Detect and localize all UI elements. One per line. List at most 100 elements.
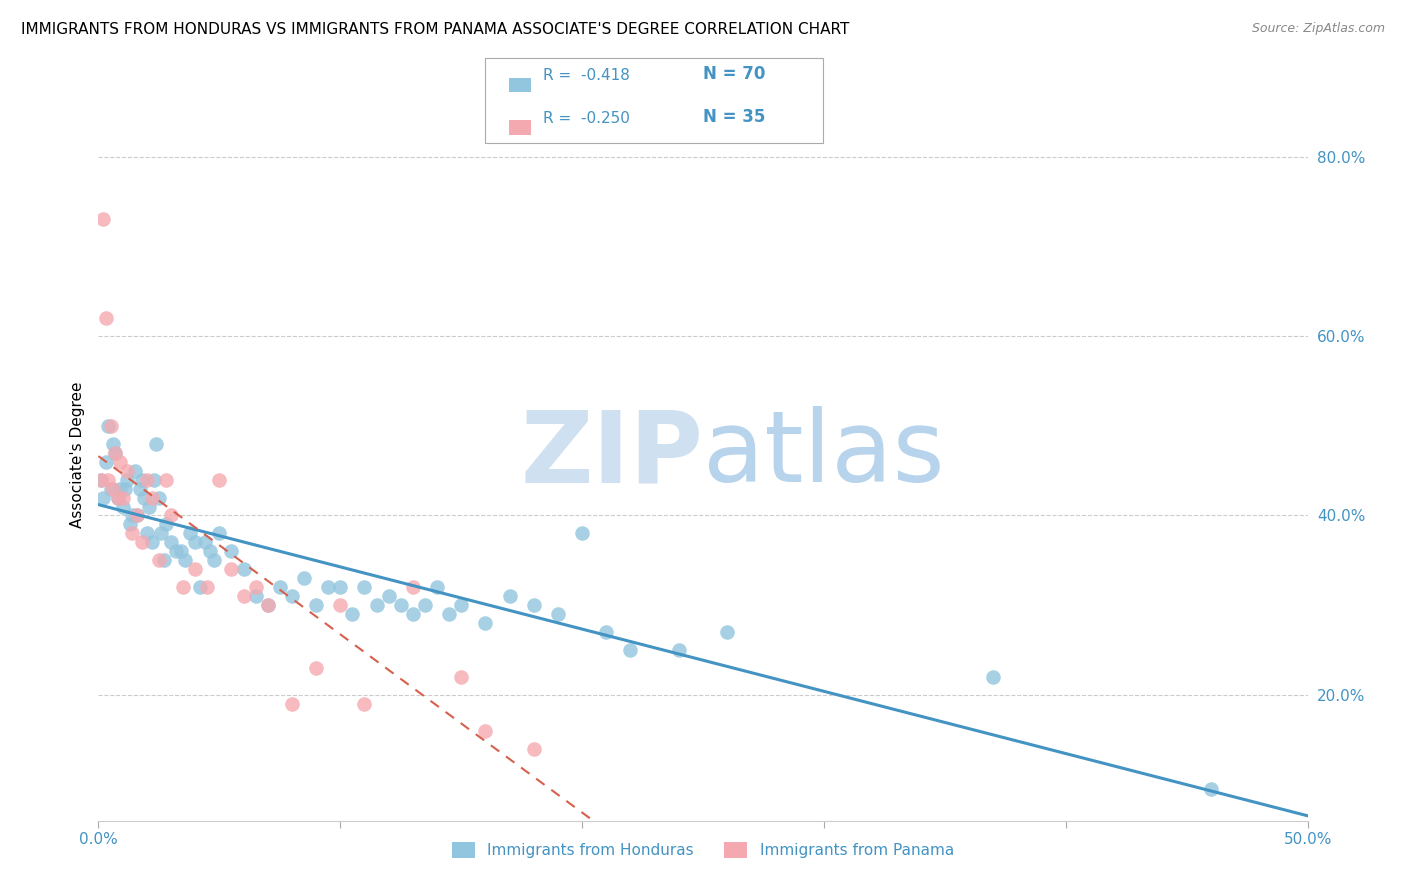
Point (353, 697, 375, 711)
Point (232, 589, 254, 603)
Point (668, 643, 690, 657)
Point (523, 599, 546, 613)
Text: N = 35: N = 35 (703, 108, 765, 126)
Point (208, 526, 231, 541)
Point (108, 455, 131, 469)
Point (281, 697, 304, 711)
Point (981, 670, 1004, 684)
Point (94, 311, 117, 326)
Point (91, 212, 114, 227)
Point (402, 580, 425, 594)
Point (413, 599, 436, 613)
Point (141, 535, 163, 549)
Point (198, 544, 221, 558)
Point (160, 535, 183, 549)
Point (117, 473, 139, 487)
Text: atlas: atlas (703, 407, 945, 503)
Point (148, 553, 170, 567)
Point (100, 482, 122, 496)
Point (329, 599, 352, 613)
Point (148, 491, 170, 505)
Point (179, 526, 201, 541)
Point (245, 589, 267, 603)
Text: IMMIGRANTS FROM HONDURAS VS IMMIGRANTS FROM PANAMA ASSOCIATE'S DEGREE CORRELATIO: IMMIGRANTS FROM HONDURAS VS IMMIGRANTS F… (21, 22, 849, 37)
Point (143, 473, 166, 487)
Point (292, 571, 315, 585)
Point (184, 535, 207, 549)
Point (111, 491, 134, 505)
Point (155, 473, 177, 487)
Point (184, 562, 207, 576)
Point (316, 580, 339, 594)
Point (269, 580, 291, 594)
Text: Source: ZipAtlas.com: Source: ZipAtlas.com (1251, 22, 1385, 36)
Y-axis label: Associate's Degree: Associate's Degree (69, 382, 84, 528)
Point (169, 544, 191, 558)
Text: N = 70: N = 70 (703, 65, 765, 83)
Text: ZIP: ZIP (520, 407, 703, 503)
Point (131, 535, 153, 549)
Point (160, 508, 183, 523)
Text: R =  -0.418: R = -0.418 (543, 69, 630, 83)
Point (107, 491, 129, 505)
Point (342, 607, 364, 622)
Point (138, 500, 160, 514)
Point (165, 544, 187, 558)
Point (145, 436, 167, 450)
Point (450, 599, 472, 613)
Point (523, 742, 546, 756)
Point (619, 643, 641, 657)
Point (172, 580, 194, 594)
Point (97, 473, 120, 487)
Point (188, 580, 211, 594)
Point (111, 500, 134, 514)
Point (104, 445, 127, 459)
Point (595, 625, 617, 640)
Point (150, 526, 173, 541)
Point (1199, 782, 1222, 797)
Point (437, 607, 460, 622)
Point (135, 526, 157, 541)
Point (108, 482, 131, 496)
Point (91, 491, 114, 505)
Point (716, 625, 738, 640)
Point (353, 580, 375, 594)
Point (195, 580, 218, 594)
Point (127, 508, 149, 523)
Point (547, 607, 569, 622)
Point (450, 670, 472, 684)
Point (128, 482, 150, 496)
Point (256, 599, 278, 613)
Point (155, 517, 177, 532)
Point (402, 607, 425, 622)
Point (114, 482, 136, 496)
Point (121, 526, 143, 541)
Point (134, 491, 156, 505)
Point (208, 473, 231, 487)
Point (135, 473, 157, 487)
Point (141, 491, 163, 505)
Point (101, 482, 124, 496)
Point (305, 661, 328, 675)
Point (256, 599, 278, 613)
Point (305, 599, 328, 613)
Point (389, 599, 412, 613)
Point (107, 491, 129, 505)
Point (474, 616, 496, 631)
Point (90, 473, 112, 487)
Point (124, 464, 146, 478)
Point (101, 436, 124, 450)
Point (377, 589, 399, 603)
Point (121, 508, 143, 523)
Point (131, 473, 153, 487)
Point (281, 589, 304, 603)
Point (204, 553, 226, 567)
Point (127, 508, 149, 523)
Point (97, 418, 120, 433)
Text: R =  -0.250: R = -0.250 (543, 112, 630, 126)
Point (329, 580, 352, 594)
Point (90, 473, 112, 487)
Point (104, 445, 127, 459)
Point (117, 464, 139, 478)
Point (174, 553, 197, 567)
